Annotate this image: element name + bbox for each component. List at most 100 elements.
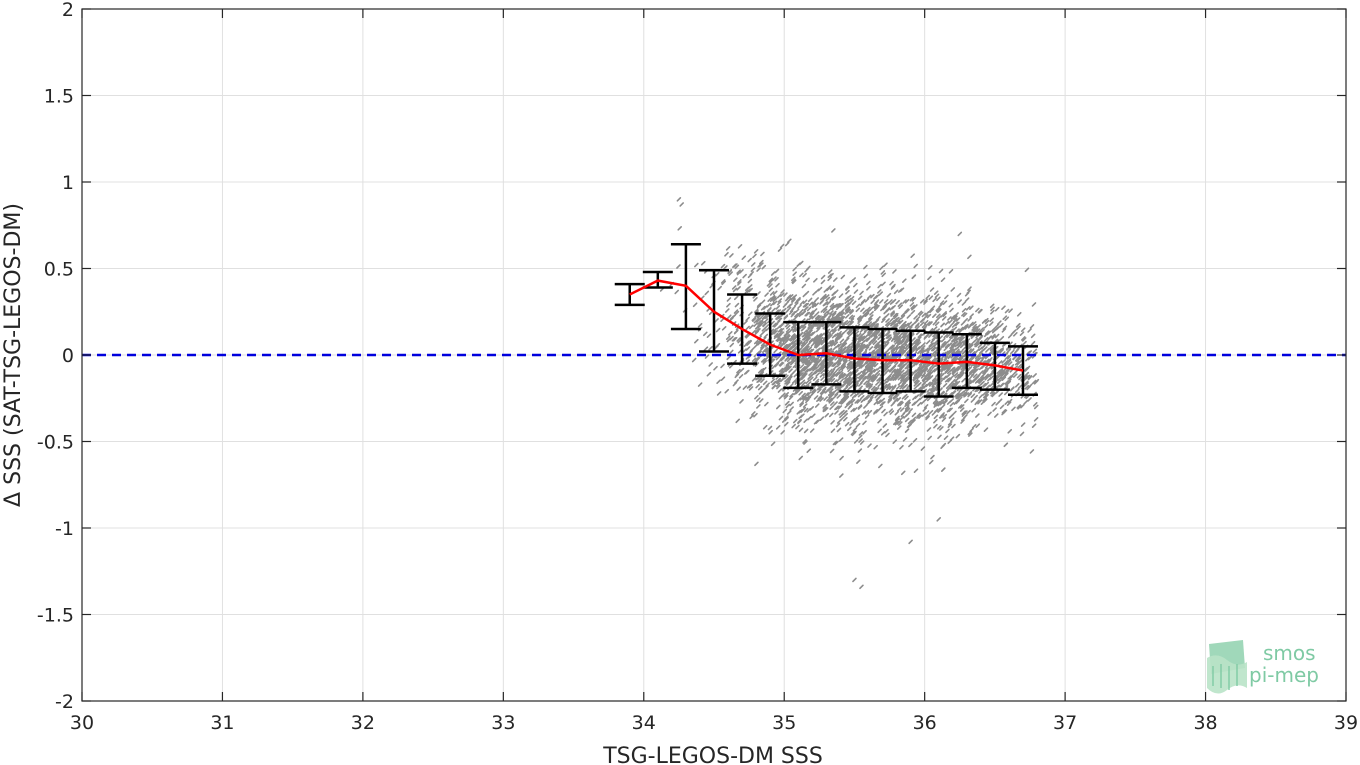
scatter-point (971, 321, 977, 326)
scatter-point (836, 377, 841, 382)
scatter-point (990, 306, 995, 312)
scatter-point (923, 368, 929, 373)
scatter-point (756, 304, 762, 309)
scatter-point (1027, 328, 1032, 333)
scatter-point (783, 292, 788, 297)
scatter-point (784, 374, 789, 380)
scatter-point (937, 308, 942, 314)
scatter-point (855, 303, 861, 309)
scatter-point (726, 297, 732, 302)
scatter-point (847, 400, 853, 406)
scatter-point (841, 373, 847, 379)
scatter-point (895, 345, 901, 351)
scatter-point (926, 313, 932, 319)
scatter-points (659, 197, 1040, 590)
scatter-point (818, 339, 823, 345)
scatter-point (858, 347, 863, 353)
scatter-point (905, 377, 910, 383)
scatter-point (801, 406, 807, 412)
scatter-point (872, 330, 878, 335)
scatter-point (923, 383, 928, 389)
scatter-point (758, 398, 764, 403)
scatter-point (919, 392, 924, 397)
scatter-point (854, 392, 859, 398)
scatter-point (751, 329, 756, 335)
scatter-point (900, 349, 906, 355)
scatter-point (1014, 382, 1020, 388)
scatter-point (1013, 373, 1018, 378)
scatter-point (802, 359, 808, 364)
scatter-point (997, 320, 1002, 325)
scatter-point (836, 427, 842, 433)
scatter-point (787, 238, 792, 244)
scatter-point (810, 364, 815, 370)
scatter-point (919, 321, 925, 327)
scatter-point (974, 342, 979, 348)
scatter-point (790, 312, 796, 318)
scatter-point (878, 463, 883, 469)
scatter-point (855, 414, 861, 419)
scatter-point (971, 326, 977, 331)
scatter-point (904, 395, 909, 401)
scatter-point (791, 342, 797, 348)
scatter-point (933, 403, 939, 408)
scatter-point (904, 330, 909, 336)
scatter-point (942, 343, 947, 348)
scatter-point (791, 379, 797, 384)
scatter-point (872, 303, 878, 309)
scatter-point (813, 363, 819, 369)
scatter-point (938, 302, 944, 308)
scatter-point (884, 349, 889, 355)
scatter-point (815, 343, 820, 349)
scatter-point (738, 373, 744, 379)
scatter-point (724, 388, 730, 394)
scatter-point (974, 374, 980, 380)
scatter-point (1015, 347, 1020, 353)
scatter-point (907, 326, 913, 331)
scatter-point (926, 374, 931, 380)
scatter-point (973, 328, 978, 334)
scatter-point (949, 348, 955, 353)
scatter-point (818, 385, 824, 391)
scatter-point (769, 291, 775, 296)
scatter-point (899, 374, 904, 380)
scatter-point (902, 437, 908, 442)
scatter-point (997, 379, 1002, 384)
scatter-point (808, 315, 813, 321)
scatter-point (975, 413, 980, 418)
scatter-point (959, 407, 965, 412)
scatter-point (775, 379, 781, 384)
scatter-point (851, 277, 856, 282)
scatter-point (770, 378, 776, 384)
scatter-point (808, 338, 814, 343)
scatter-point (961, 350, 967, 355)
scatter-point (937, 434, 942, 440)
scatter-point (951, 368, 957, 373)
scatter-point (922, 324, 928, 330)
scatter-point (775, 336, 781, 342)
scatter-point (966, 289, 971, 295)
scatter-point (760, 305, 766, 311)
scatter-point (819, 367, 824, 373)
scatter-point (779, 362, 785, 367)
scatter-point (745, 316, 750, 322)
scatter-point (741, 255, 747, 260)
scatter-point (815, 327, 821, 333)
scatter-point (945, 384, 951, 389)
scatter-point (1034, 378, 1040, 384)
scatter-point (773, 330, 778, 335)
scatter-point (851, 300, 857, 306)
scatter-point (883, 299, 889, 304)
scatter-point (750, 262, 756, 267)
scatter-point (995, 325, 1001, 331)
scatter-point (761, 315, 767, 321)
scatter-point (929, 364, 934, 369)
scatter-point (788, 368, 793, 373)
scatter-point (1011, 406, 1016, 412)
scatter-point (791, 276, 796, 282)
scatter-point (949, 436, 955, 442)
scatter-point (846, 350, 852, 355)
scatter-point (803, 440, 808, 445)
scatter-point (1023, 366, 1029, 372)
scatter-point (756, 318, 761, 323)
